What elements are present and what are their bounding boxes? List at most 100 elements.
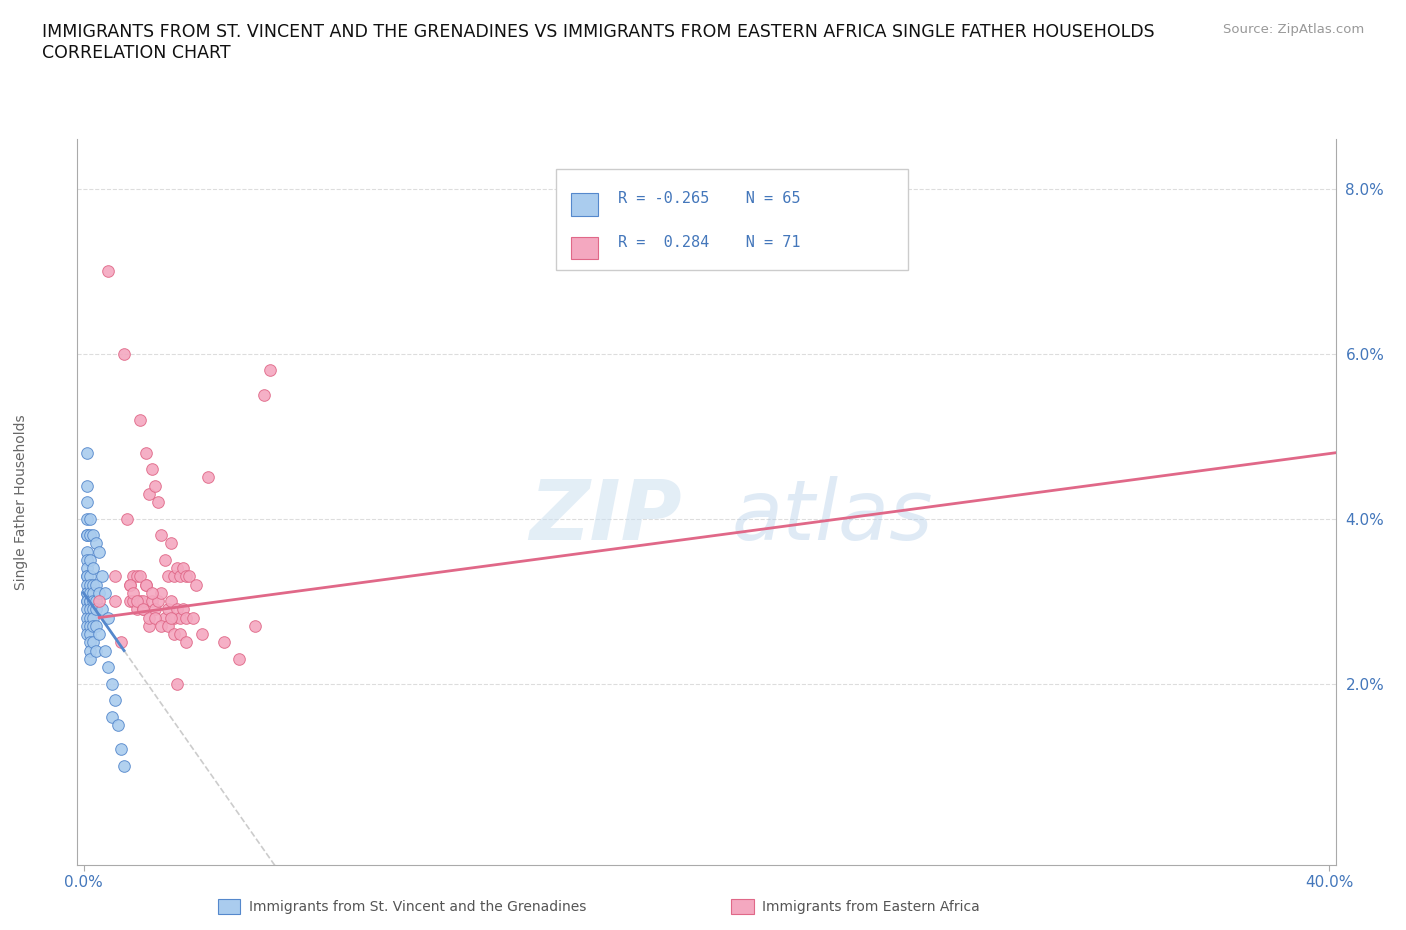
Point xyxy=(125,602,148,617)
Point xyxy=(132,602,155,617)
Point xyxy=(89,627,111,642)
Point xyxy=(94,644,117,658)
Text: Single Father Households: Single Father Households xyxy=(14,415,28,590)
Point xyxy=(76,602,98,617)
Point xyxy=(120,578,142,592)
Point xyxy=(156,618,179,633)
Point xyxy=(143,602,166,617)
Point xyxy=(112,759,135,774)
Point xyxy=(76,610,98,625)
Point xyxy=(76,527,98,542)
Point xyxy=(100,676,122,691)
Point xyxy=(125,593,148,608)
Point xyxy=(172,602,194,617)
Point xyxy=(120,593,142,608)
Point xyxy=(107,717,129,732)
Point xyxy=(259,363,281,378)
Point xyxy=(148,495,170,510)
Point xyxy=(89,593,111,608)
Point xyxy=(84,593,107,608)
Point xyxy=(82,527,104,542)
Point xyxy=(84,618,107,633)
Point xyxy=(89,544,111,559)
Point xyxy=(128,569,150,584)
Point xyxy=(79,610,101,625)
Point xyxy=(104,593,127,608)
Point xyxy=(253,388,276,403)
Point xyxy=(163,627,186,642)
Bar xyxy=(571,237,599,259)
Point xyxy=(79,593,101,608)
Point xyxy=(79,635,101,650)
Point xyxy=(197,470,219,485)
Point xyxy=(172,561,194,576)
Point xyxy=(141,462,163,477)
Point xyxy=(97,264,120,279)
Point xyxy=(76,561,98,576)
Point xyxy=(82,610,104,625)
Point xyxy=(176,635,198,650)
Point xyxy=(143,610,166,625)
Point xyxy=(141,593,163,608)
Point xyxy=(159,610,181,625)
Point xyxy=(156,569,179,584)
Point xyxy=(125,569,148,584)
Point xyxy=(159,536,181,551)
Point xyxy=(79,527,101,542)
Point xyxy=(179,569,201,584)
Point xyxy=(110,635,132,650)
Point xyxy=(156,602,179,617)
Point xyxy=(76,586,98,601)
Point xyxy=(191,627,214,642)
Point xyxy=(79,552,101,567)
Point xyxy=(153,610,176,625)
Point xyxy=(112,346,135,361)
Point xyxy=(228,651,250,666)
Point xyxy=(176,610,198,625)
Point xyxy=(184,578,207,592)
Point xyxy=(76,495,98,510)
Point xyxy=(79,618,101,633)
Point xyxy=(79,578,101,592)
Point xyxy=(143,478,166,493)
Point xyxy=(104,693,127,708)
Point xyxy=(181,610,204,625)
Point xyxy=(169,627,191,642)
Point xyxy=(138,618,160,633)
Text: Immigrants from Eastern Africa: Immigrants from Eastern Africa xyxy=(762,899,980,914)
Point xyxy=(243,618,266,633)
Point xyxy=(82,602,104,617)
Point xyxy=(94,586,117,601)
Point xyxy=(212,635,235,650)
Point xyxy=(159,593,181,608)
Point xyxy=(138,610,160,625)
Point xyxy=(97,659,120,674)
Point xyxy=(76,512,98,526)
Point xyxy=(76,578,98,592)
Text: Immigrants from St. Vincent and the Grenadines: Immigrants from St. Vincent and the Gren… xyxy=(249,899,586,914)
Text: CORRELATION CHART: CORRELATION CHART xyxy=(42,44,231,61)
Point xyxy=(76,527,98,542)
Point xyxy=(91,569,114,584)
Point xyxy=(150,527,173,542)
Point xyxy=(76,627,98,642)
Point xyxy=(135,578,157,592)
Bar xyxy=(571,193,599,216)
Point xyxy=(104,569,127,584)
Text: Source: ZipAtlas.com: Source: ZipAtlas.com xyxy=(1223,23,1364,36)
Point xyxy=(128,593,150,608)
Point xyxy=(122,586,145,601)
Text: R = -0.265    N = 65: R = -0.265 N = 65 xyxy=(619,192,801,206)
Point xyxy=(79,651,101,666)
Point xyxy=(91,602,114,617)
Point xyxy=(166,602,188,617)
Point xyxy=(122,569,145,584)
Point xyxy=(166,676,188,691)
Point xyxy=(76,569,98,584)
Point xyxy=(76,552,98,567)
Point xyxy=(141,586,163,601)
Point xyxy=(84,578,107,592)
Point xyxy=(163,610,186,625)
Point xyxy=(79,593,101,608)
Point xyxy=(82,618,104,633)
